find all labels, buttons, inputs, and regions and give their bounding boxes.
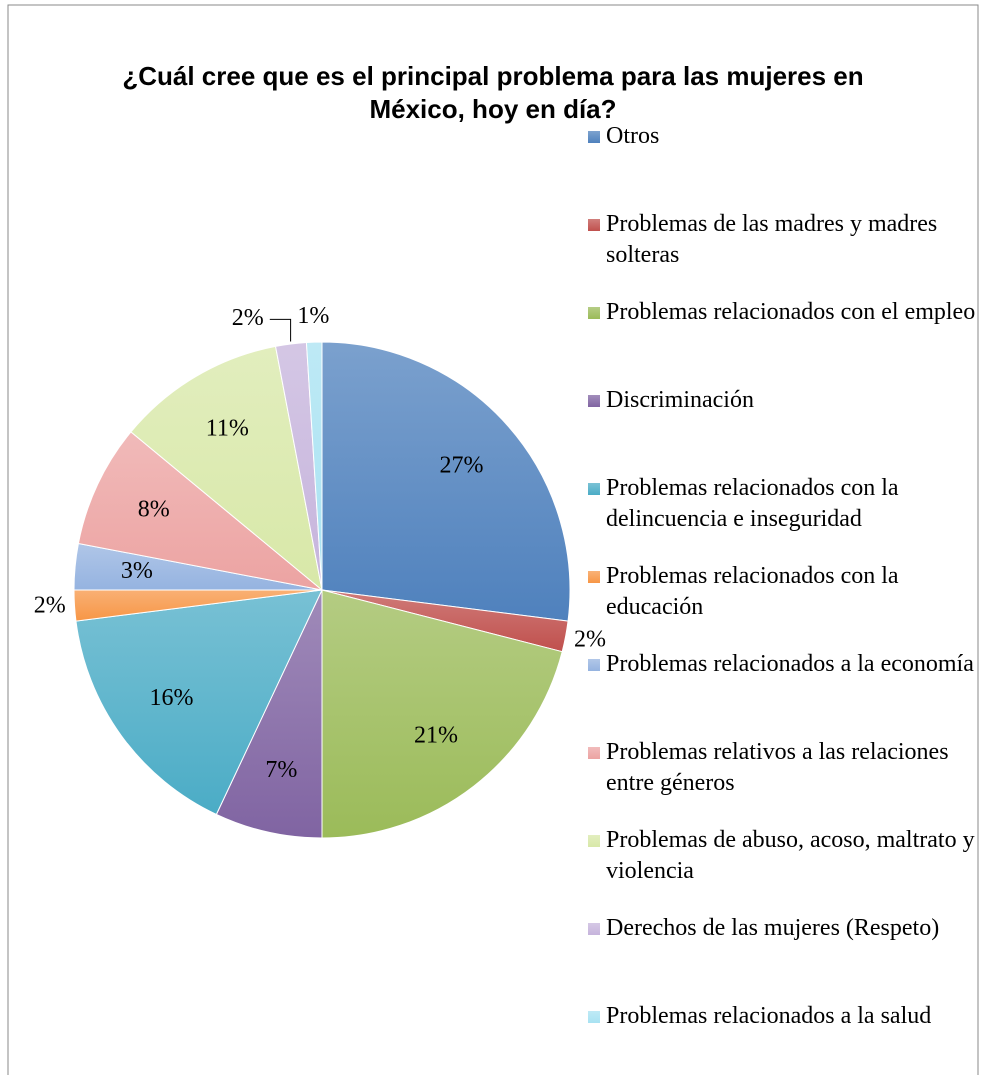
legend-label: Problemas de las madres y madres soltera…: [606, 211, 938, 268]
legend-item: Problemas de las madres y madres soltera…: [588, 209, 978, 271]
legend-item: Problemas relacionados con la educación: [588, 561, 978, 623]
data-label: 3%: [121, 558, 153, 584]
legend-swatch: [588, 1011, 600, 1023]
data-label: 21%: [414, 722, 458, 748]
legend-item: Problemas relacionados con la delincuenc…: [588, 473, 978, 535]
legend-swatch: [588, 835, 600, 847]
legend-label: Problemas relacionados a la salud: [606, 1003, 932, 1029]
legend-label: Problemas relativos a las relaciones ent…: [606, 739, 949, 796]
legend-swatch: [588, 131, 600, 143]
legend-item: Problemas relacionados a la salud: [588, 1001, 978, 1032]
legend-item: Problemas relacionados con el empleo: [588, 297, 978, 328]
legend-label: Problemas relacionados a la economía: [606, 651, 974, 677]
legend-label: Otros: [606, 123, 660, 149]
data-label: 16%: [150, 685, 194, 711]
legend-swatch: [588, 659, 600, 671]
data-label: 7%: [265, 757, 297, 783]
legend-swatch: [588, 307, 600, 319]
leader-line: [269, 318, 292, 342]
data-label: 2%: [574, 627, 606, 653]
legend-label: Problemas relacionados con la educación: [606, 563, 899, 620]
legend-swatch: [588, 747, 600, 759]
legend-label: Problemas relacionados con la delincuenc…: [606, 475, 899, 532]
data-label: 11%: [206, 415, 249, 441]
data-label: 2%: [232, 305, 264, 331]
legend-item: Derechos de las mujeres (Respeto): [588, 913, 978, 944]
pie-slice: [77, 431, 323, 591]
chart-border: [7, 4, 979, 1075]
data-label: 1%: [297, 303, 329, 329]
legend-swatch: [588, 483, 600, 495]
legend-swatch: [588, 219, 600, 231]
legend-label: Derechos de las mujeres (Respeto): [606, 915, 940, 941]
pie-slice: [75, 589, 323, 816]
legend-item: Problemas relacionados a la economía: [588, 649, 978, 680]
pie-slice: [215, 589, 323, 839]
legend-label: Discriminación: [606, 387, 754, 413]
pie-slice: [130, 345, 323, 592]
pie-slice: [321, 589, 563, 839]
legend-item: Otros: [588, 121, 978, 152]
legend-swatch: [588, 923, 600, 935]
legend-item: Problemas de abuso, acoso, maltrato y vi…: [588, 825, 978, 887]
legend-item: Problemas relativos a las relaciones ent…: [588, 737, 978, 799]
chart-title: ¿Cuál cree que es el principal problema …: [122, 61, 864, 124]
data-label: 2%: [34, 593, 66, 619]
pie-slice: [305, 341, 323, 591]
legend-swatch: [588, 571, 600, 583]
data-label: 27%: [440, 452, 484, 478]
pie-slice: [321, 341, 571, 622]
legend-swatch: [588, 395, 600, 407]
legend-label: Problemas de abuso, acoso, maltrato y vi…: [606, 827, 975, 884]
legend-label: Problemas relacionados con el empleo: [606, 299, 976, 325]
legend-item: Discriminación: [588, 385, 978, 416]
data-label: 8%: [138, 496, 170, 522]
